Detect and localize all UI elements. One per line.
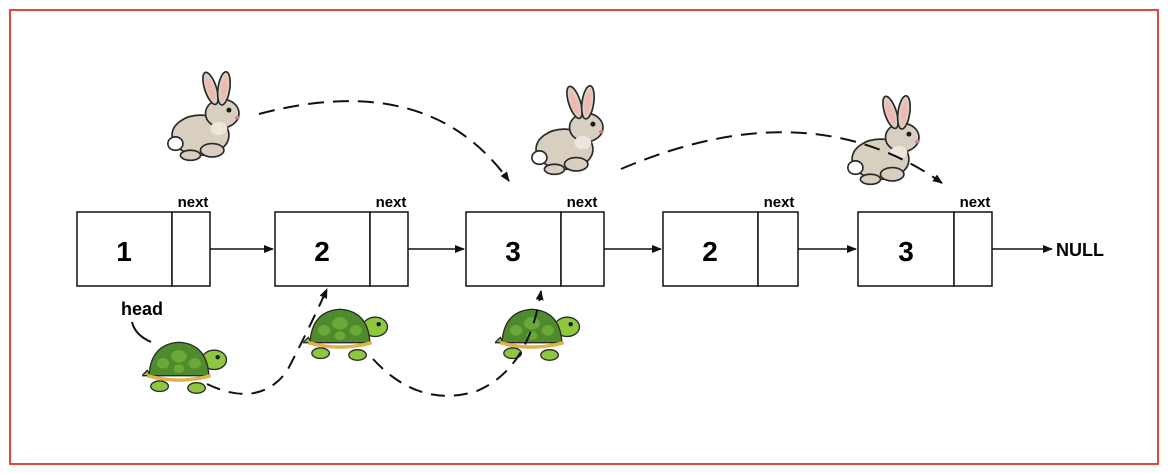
node-value: 2 — [702, 236, 718, 267]
node-3: 3 next — [465, 194, 605, 287]
node-2: 2 next — [274, 194, 409, 287]
node-value: 3 — [898, 236, 914, 267]
node-value-box — [857, 211, 955, 287]
node-1: 1 next — [76, 194, 211, 287]
next-label: next — [376, 194, 407, 211]
next-label: next — [567, 194, 598, 211]
node-value: 2 — [314, 236, 330, 267]
head-pointer-line — [131, 321, 152, 343]
slow-pointer-step — [206, 288, 328, 395]
node-next-box — [560, 211, 605, 287]
fast-pointer-jump — [620, 131, 943, 184]
node-value: 1 — [116, 236, 132, 267]
next-label: next — [960, 194, 991, 211]
node-value-box — [465, 211, 562, 287]
node-next-box — [369, 211, 409, 287]
next-label: next — [178, 194, 209, 211]
null-label: NULL — [1056, 240, 1104, 260]
node-next-box — [757, 211, 799, 287]
node-4: 2 next — [662, 194, 799, 287]
node-value-box — [274, 211, 371, 287]
node-next-box — [953, 211, 993, 287]
diagram-canvas: 1 next 2 next 3 next 2 next 3 next NULL … — [9, 9, 1159, 465]
node-next-box — [171, 211, 211, 287]
slow-pointer-step — [372, 290, 544, 397]
next-label: next — [764, 194, 795, 211]
head-label: head — [121, 299, 163, 319]
node-value: 3 — [505, 236, 521, 267]
node-value-box — [76, 211, 173, 287]
node-value-box — [662, 211, 759, 287]
